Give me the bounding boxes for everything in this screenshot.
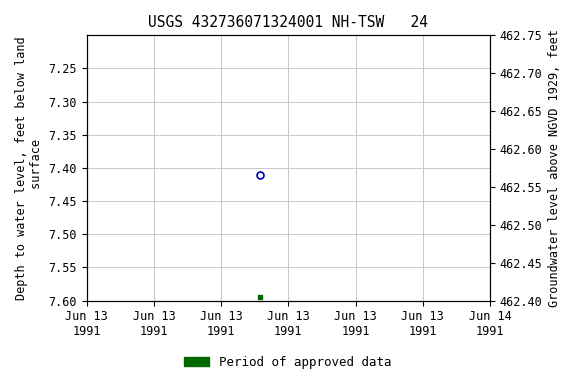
Legend: Period of approved data: Period of approved data: [179, 351, 397, 374]
Y-axis label: Groundwater level above NGVD 1929, feet: Groundwater level above NGVD 1929, feet: [548, 29, 561, 307]
Title: USGS 432736071324001 NH-TSW   24: USGS 432736071324001 NH-TSW 24: [149, 15, 429, 30]
Y-axis label: Depth to water level, feet below land
 surface: Depth to water level, feet below land su…: [15, 36, 43, 300]
